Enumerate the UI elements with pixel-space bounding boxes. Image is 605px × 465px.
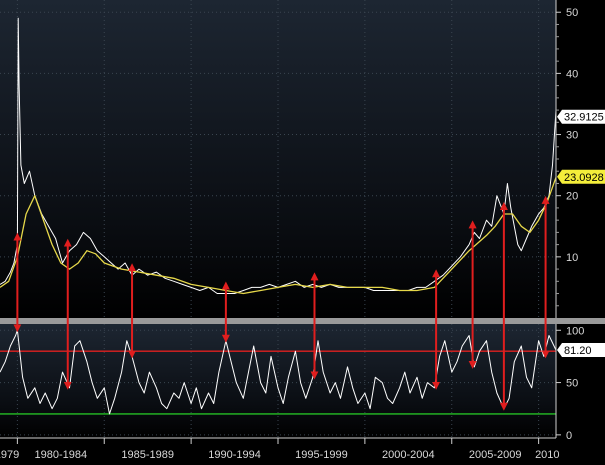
value-tag-label: 23.0928 bbox=[564, 172, 604, 184]
top-series bbox=[0, 17, 557, 295]
price-line bbox=[0, 17, 557, 294]
top-y-tick-label: 10 bbox=[566, 252, 578, 264]
value-tag-box bbox=[557, 342, 605, 357]
bottom-y-tick-label: 100 bbox=[566, 325, 584, 337]
top-y-tick-label: 40 bbox=[566, 68, 578, 80]
x-tick-labels: 1979 1980-1984 1985-1989 1990-1994 1995-1999… bbox=[0, 449, 560, 461]
oscillator-line bbox=[0, 329, 557, 415]
x-tick-label: 1980-1984 bbox=[35, 449, 88, 461]
value-tag-label: 32.9125 bbox=[564, 112, 604, 124]
value-tag-label: 81.20 bbox=[564, 345, 592, 357]
bottom-series bbox=[0, 329, 557, 415]
x-tick-label: 1995-1999 bbox=[295, 449, 348, 461]
x-tick-label: 1990-1994 bbox=[208, 449, 261, 461]
x-tick-label: 1985-1989 bbox=[121, 449, 174, 461]
arrows bbox=[13, 195, 550, 411]
moving-average-line bbox=[0, 177, 557, 295]
value-tag-box bbox=[557, 169, 605, 184]
reference-lines bbox=[0, 350, 556, 415]
x-tick-label: 2005-2009 bbox=[469, 449, 522, 461]
value-tag-box bbox=[557, 109, 605, 124]
bottom-y-tick-label: 0 bbox=[566, 430, 572, 442]
bottom-gridlines bbox=[0, 329, 556, 436]
top-y-tick-label: 50 bbox=[566, 7, 578, 19]
x-tick-label: 1979 bbox=[0, 449, 19, 461]
top-y-tick-label: 30 bbox=[566, 130, 578, 142]
x-gridlines bbox=[16, 0, 540, 444]
top-plot-area bbox=[0, 0, 556, 318]
bottom-y-tick-label: 50 bbox=[566, 378, 578, 390]
top-gridlines bbox=[0, 11, 556, 258]
bottom-y-ticks: 0 50 100 bbox=[556, 325, 584, 442]
x-tick-label: 2010 bbox=[535, 449, 559, 461]
top-y-tick-label: 20 bbox=[566, 191, 578, 203]
x-tick-label: 2000-2004 bbox=[382, 449, 435, 461]
value-labels: 32.9125 23.0928 81.20 bbox=[557, 109, 605, 357]
top-y-ticks: 10 20 30 40 50 bbox=[556, 7, 578, 307]
panel-separator bbox=[0, 318, 605, 324]
